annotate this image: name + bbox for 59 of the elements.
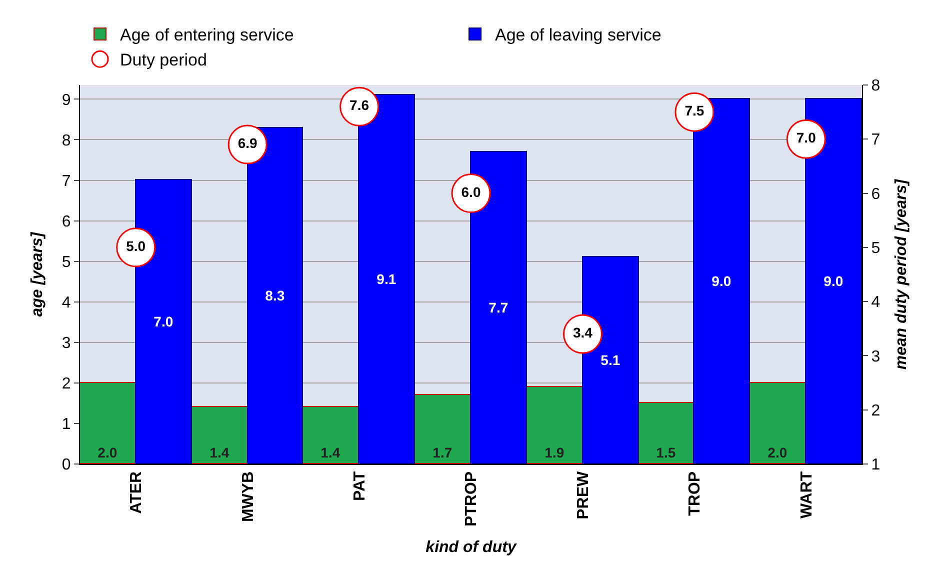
y-tick-label: 8 xyxy=(62,132,71,150)
x-tick-label: WART xyxy=(798,471,816,519)
bar xyxy=(191,406,248,464)
legend-label: Duty period xyxy=(120,50,207,70)
data-label: 2.0 xyxy=(768,444,788,460)
x-tick-label: PAT xyxy=(351,471,368,502)
y-axis-title: age [years] xyxy=(28,232,46,317)
x-axis-title: kind of duty xyxy=(426,539,518,556)
bar xyxy=(302,406,359,464)
y2-axis-title: mean duty period [years] xyxy=(892,178,910,370)
y2-tick-label: 4 xyxy=(871,294,880,312)
y-tick-label: 2 xyxy=(62,376,71,393)
y-tick-label: 4 xyxy=(62,294,71,312)
y-tick-label: 9 xyxy=(62,92,71,109)
legend-label: Age of entering service xyxy=(120,26,294,45)
y2-tick-label: 8 xyxy=(871,78,880,95)
y-tick-label: 5 xyxy=(62,254,71,271)
y-tick-label: 1 xyxy=(62,416,71,434)
x-tick-label: MWYB xyxy=(240,471,257,522)
data-label: 1.9 xyxy=(544,444,564,460)
y2-tick-label: 3 xyxy=(871,348,880,366)
x-tick-label: ATER xyxy=(128,470,146,514)
y-tick-label: 7 xyxy=(62,172,71,190)
data-label: 7.6 xyxy=(350,97,370,114)
y2-tick-label: 6 xyxy=(871,186,880,203)
y2-tick-label: 1 xyxy=(871,456,880,474)
bar xyxy=(414,394,471,464)
bar xyxy=(80,382,136,464)
data-label: 3.4 xyxy=(572,324,593,341)
y-tick-label: 6 xyxy=(62,213,71,230)
y2-tick-label: 7 xyxy=(871,132,880,149)
y2-tick-label: 5 xyxy=(871,240,880,258)
x-tick-label: PTROP xyxy=(463,471,480,527)
data-label: 7.0 xyxy=(796,130,816,146)
x-tick-label: TROP xyxy=(686,471,704,516)
y2-tick-label: 2 xyxy=(871,402,880,420)
data-label: 6.0 xyxy=(461,184,481,200)
data-label: 9.0 xyxy=(824,273,844,289)
x-tick-label: PREW xyxy=(574,470,592,520)
data-label: 8.3 xyxy=(265,288,285,304)
data-label: 7.5 xyxy=(684,102,704,119)
bar xyxy=(638,402,694,464)
bar xyxy=(526,386,583,464)
data-label: 1.7 xyxy=(432,444,452,460)
bar xyxy=(749,382,806,464)
data-label: 9.0 xyxy=(712,273,732,289)
data-label: 5.1 xyxy=(600,352,620,368)
data-label: 2.0 xyxy=(98,444,118,460)
data-label: 1.4 xyxy=(210,444,230,460)
data-label: 7.0 xyxy=(154,314,174,330)
data-label: 1.5 xyxy=(656,444,676,460)
data-label: 7.7 xyxy=(488,300,508,316)
y-tick-label: 3 xyxy=(62,335,71,352)
data-label: 6.9 xyxy=(238,135,258,152)
data-label: 1.4 xyxy=(320,444,340,460)
data-label: 5.0 xyxy=(126,238,146,254)
data-label: 9.1 xyxy=(376,271,396,287)
legend-label: Age of leaving service xyxy=(495,26,662,45)
y-tick-label: 0 xyxy=(62,456,71,474)
